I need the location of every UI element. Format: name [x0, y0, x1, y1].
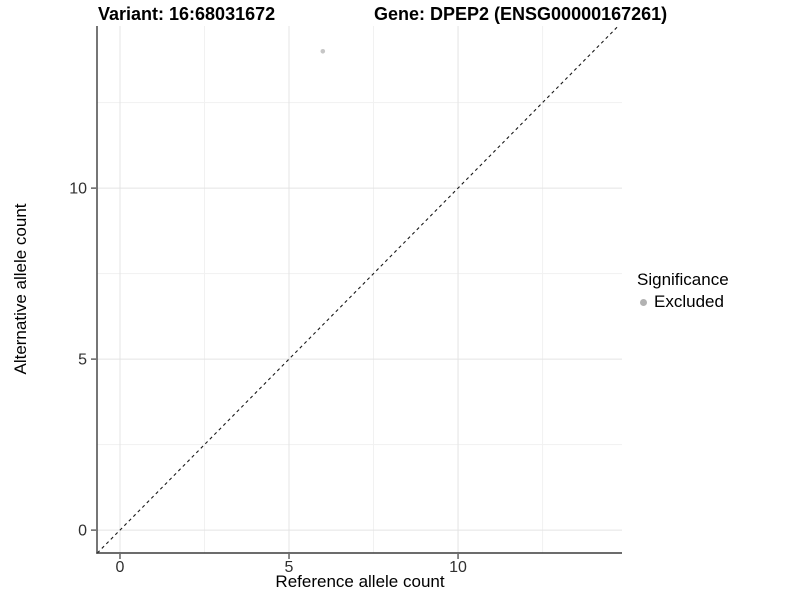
- legend-item-excluded: Excluded: [637, 292, 729, 312]
- gene-title: Gene: DPEP2 (ENSG00000167261): [374, 4, 668, 24]
- x-tick-label: 5: [285, 559, 294, 576]
- y-tick-label: 5: [78, 352, 87, 369]
- y-tick-label: 10: [69, 181, 87, 198]
- identity-reference-line: [96, 25, 619, 554]
- x-axis-title: Reference allele count: [275, 572, 445, 591]
- data-point: [320, 49, 326, 54]
- variant-title: Variant: 16:68031672: [98, 4, 276, 24]
- y-tick-label: 0: [78, 523, 87, 540]
- legend-title: Significance: [637, 270, 729, 289]
- legend-key-dot: [640, 298, 647, 306]
- x-tick-label: 10: [449, 559, 467, 576]
- legend: Significance Excluded: [637, 270, 729, 312]
- legend-item-label: Excluded: [654, 292, 724, 311]
- x-tick-label: 0: [116, 559, 125, 576]
